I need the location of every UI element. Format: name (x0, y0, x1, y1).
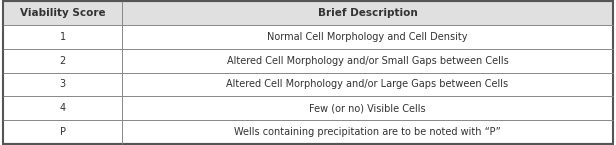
Text: 3: 3 (60, 79, 65, 89)
Bar (3, 25, 613, 49)
Bar (3, 72, 613, 96)
Bar (3, 120, 613, 144)
Text: P: P (60, 127, 65, 137)
Bar (3, 96, 613, 120)
Text: Altered Cell Morphology and/or Large Gaps between Cells: Altered Cell Morphology and/or Large Gap… (227, 79, 509, 89)
Text: 4: 4 (60, 103, 65, 113)
Text: Wells containing precipitation are to be noted with “P”: Wells containing precipitation are to be… (234, 127, 501, 137)
Text: Normal Cell Morphology and Cell Density: Normal Cell Morphology and Cell Density (267, 32, 468, 42)
Text: Few (or no) Visible Cells: Few (or no) Visible Cells (309, 103, 426, 113)
Bar (3, 49, 613, 72)
Bar (3, 1, 613, 25)
Text: Brief Description: Brief Description (318, 8, 417, 18)
Text: 2: 2 (59, 56, 66, 66)
Text: Viability Score: Viability Score (20, 8, 105, 18)
Text: Altered Cell Morphology and/or Small Gaps between Cells: Altered Cell Morphology and/or Small Gap… (227, 56, 508, 66)
Text: 1: 1 (60, 32, 65, 42)
